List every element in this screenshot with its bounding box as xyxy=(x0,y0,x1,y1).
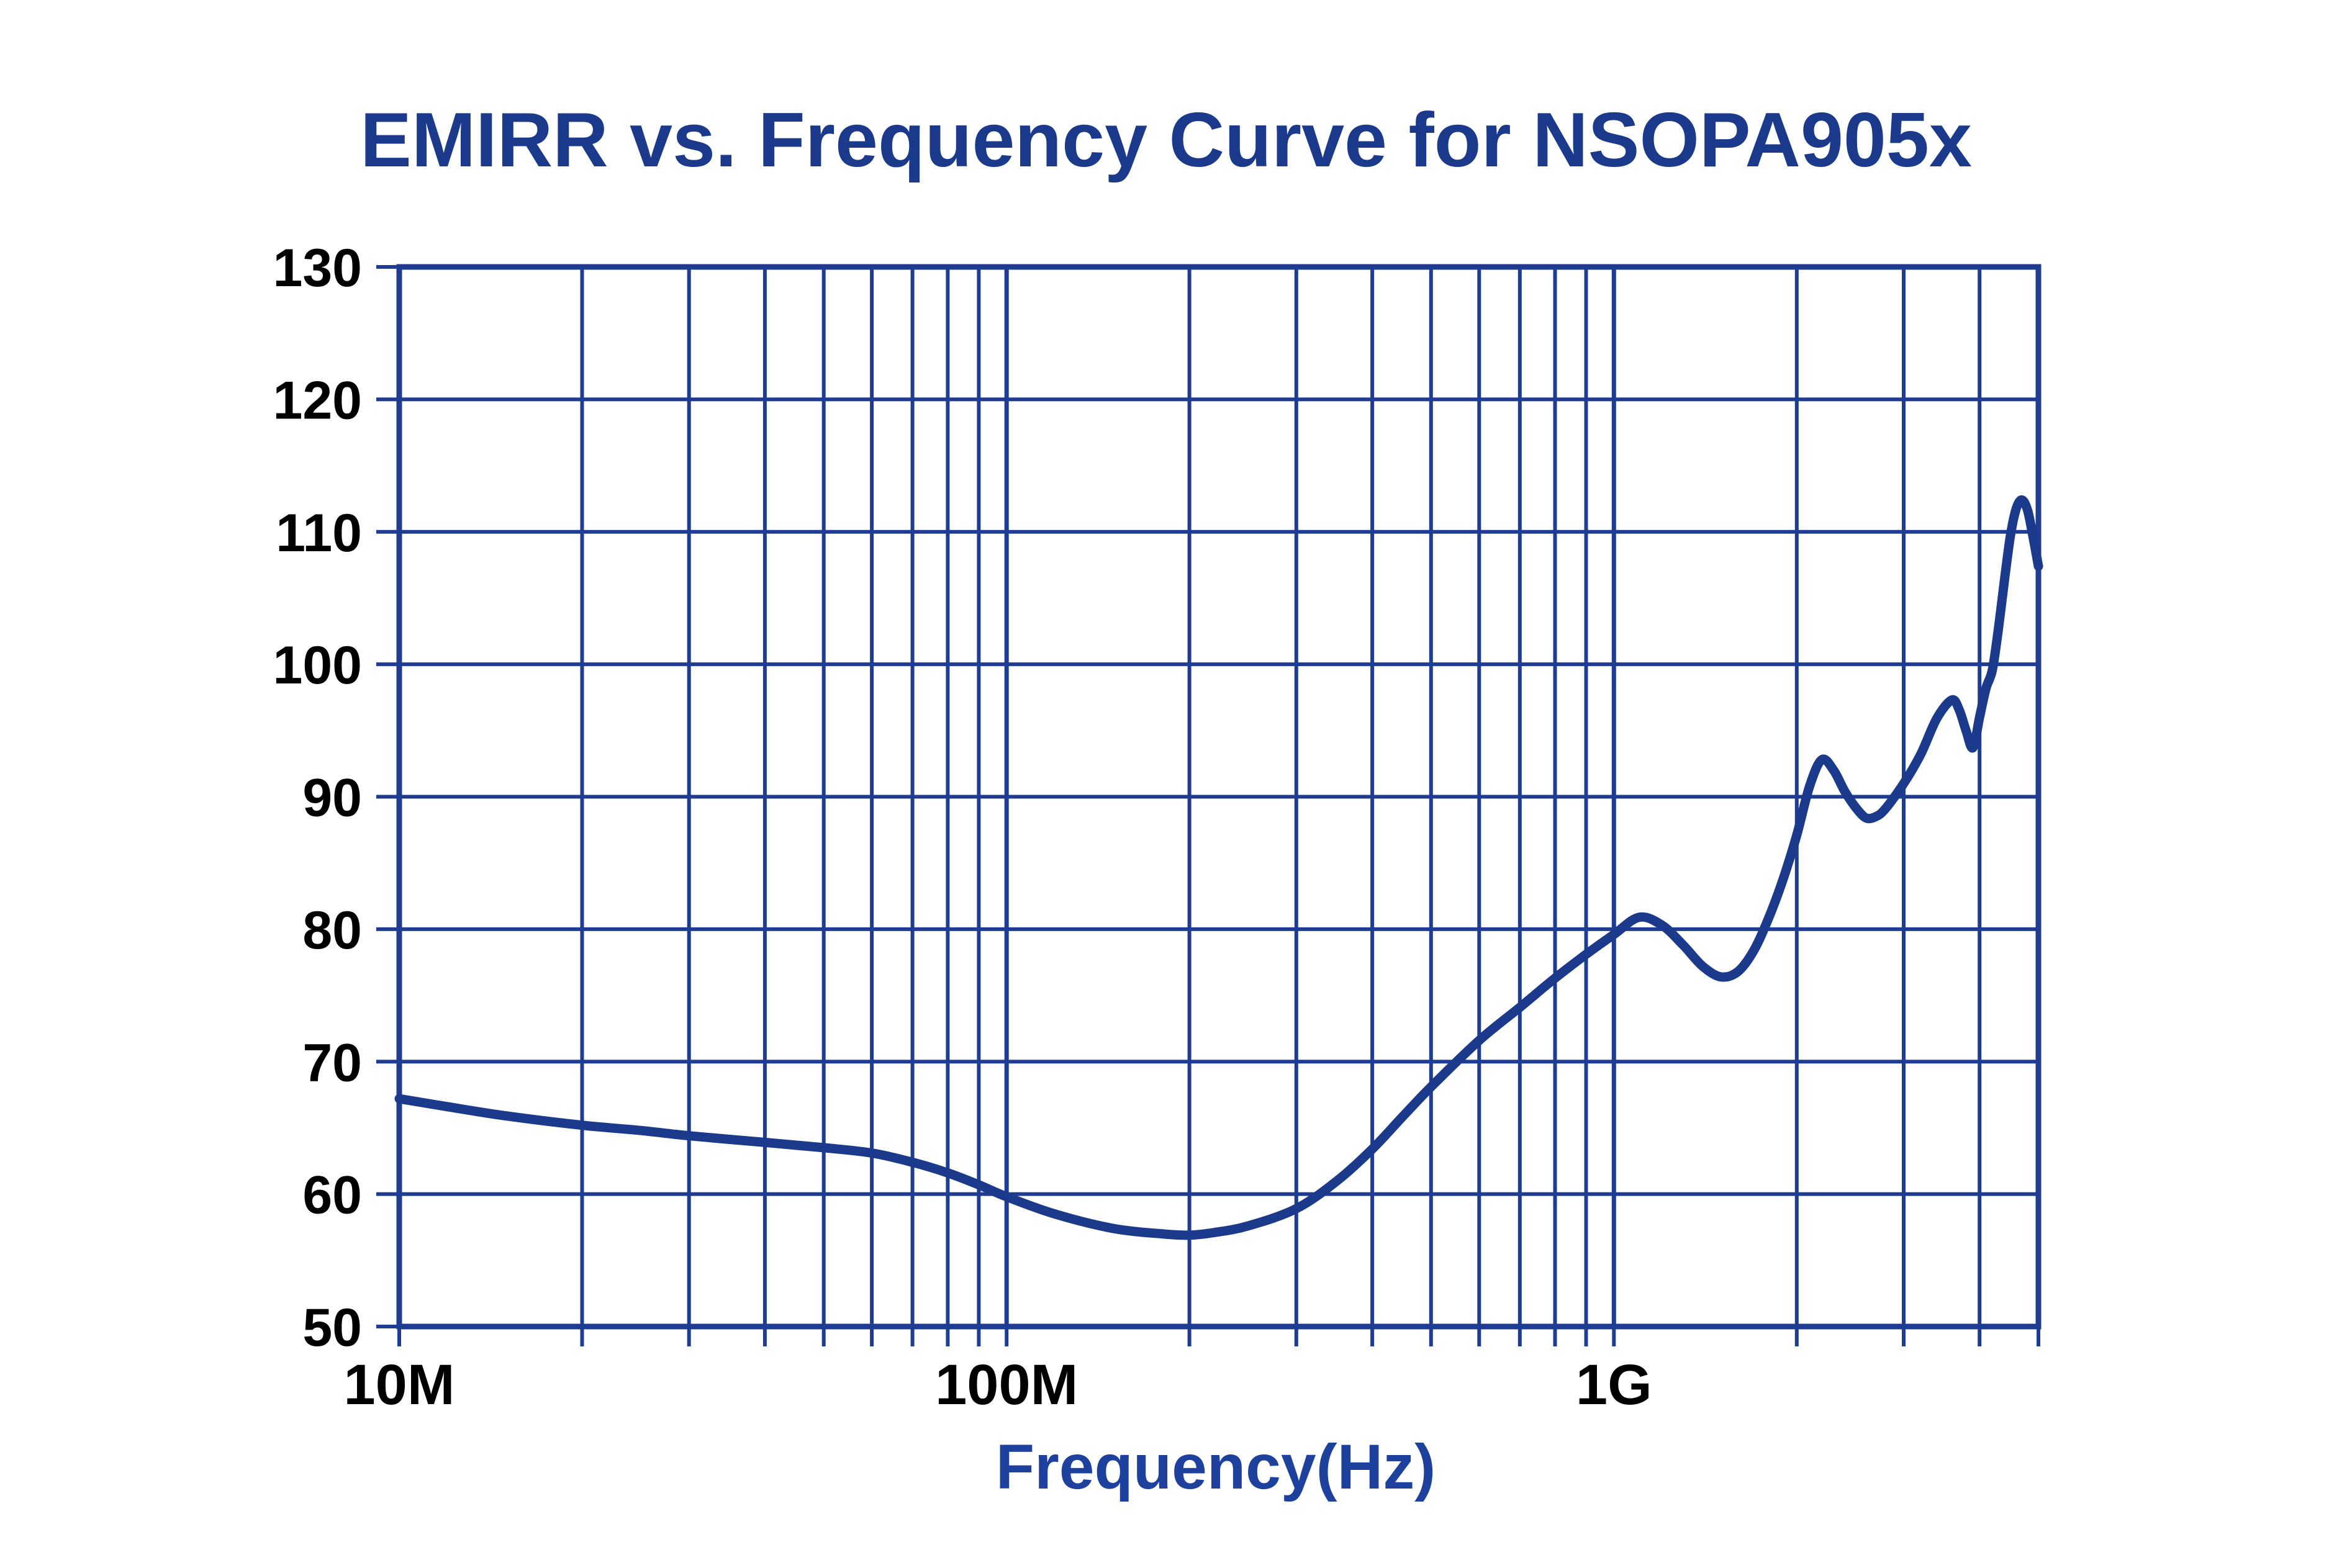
y-tick-label: 50 xyxy=(302,1298,362,1358)
y-tick-label: 80 xyxy=(302,901,362,960)
x-tick-label: 1G xyxy=(1576,1353,1652,1417)
y-tick-label: 130 xyxy=(273,238,363,298)
x-tick-label: 100M xyxy=(935,1353,1078,1417)
y-tick-label: 60 xyxy=(302,1166,362,1225)
y-tick-label: 100 xyxy=(273,636,363,695)
y-tick-label: 90 xyxy=(302,768,362,828)
y-tick-label: 120 xyxy=(273,371,363,430)
plot-area: 50 60 70 80 90 100 110 120 130 10M 100M 1G xyxy=(273,238,2043,1417)
emirr-curve xyxy=(394,495,2043,1240)
x-tick-label: 10M xyxy=(344,1353,455,1417)
plot-border xyxy=(396,264,2042,1330)
y-tick-label: 70 xyxy=(302,1033,362,1093)
chart-title: EMIRR vs. Frequency Curve for NSOPA905x xyxy=(360,97,1972,183)
x-axis-label: Frequency(Hz) xyxy=(996,1431,1436,1502)
y-tick-label: 110 xyxy=(276,503,362,563)
